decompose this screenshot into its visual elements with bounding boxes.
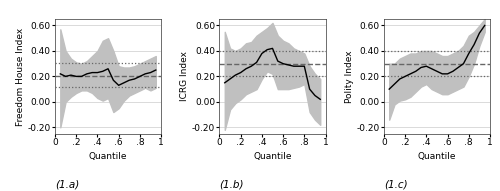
Y-axis label: Polity Index: Polity Index [344, 50, 354, 103]
Y-axis label: Freedom House Index: Freedom House Index [16, 27, 25, 125]
X-axis label: Quantile: Quantile [418, 152, 456, 161]
Y-axis label: ICRG Index: ICRG Index [180, 51, 190, 101]
X-axis label: Quantile: Quantile [254, 152, 292, 161]
X-axis label: Quantile: Quantile [89, 152, 128, 161]
Text: (1.a): (1.a) [55, 179, 79, 189]
Text: (1.b): (1.b) [220, 179, 244, 189]
Text: (1.c): (1.c) [384, 179, 407, 189]
